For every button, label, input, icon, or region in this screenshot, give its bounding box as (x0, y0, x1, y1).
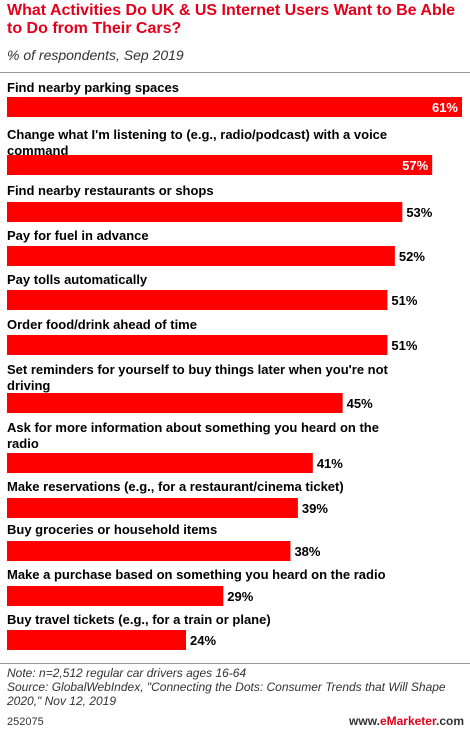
top-divider (0, 72, 470, 73)
category-label: Find nearby parking spaces (7, 80, 179, 95)
bar (7, 97, 462, 117)
value-label: 41% (317, 456, 343, 471)
value-label: 51% (391, 338, 417, 353)
value-label: 61% (432, 100, 458, 115)
category-label: Buy groceries or household items (7, 522, 217, 537)
category-label: Ask for more information about something… (7, 420, 379, 451)
chart-title: What Activities Do UK & US Internet User… (7, 2, 456, 37)
bar (7, 202, 403, 222)
footnote: Note: n=2,512 regular car drivers ages 1… (7, 666, 247, 680)
brand-logo[interactable]: www.eMarketer.com (349, 714, 464, 728)
chart-id: 252075 (7, 716, 44, 728)
bottom-divider (0, 663, 470, 664)
value-label: 45% (347, 396, 373, 411)
category-label: Pay for fuel in advance (7, 228, 149, 243)
value-label: 24% (190, 633, 216, 648)
bar (7, 498, 298, 518)
category-label: Find nearby restaurants or shops (7, 183, 214, 198)
category-label: Buy travel tickets (e.g., for a train or… (7, 612, 271, 627)
brand-prefix: www. (349, 714, 380, 728)
bar (7, 155, 433, 175)
bar (7, 393, 343, 413)
value-label: 57% (402, 158, 428, 173)
value-label: 51% (391, 293, 417, 308)
value-label: 52% (399, 249, 425, 264)
bar (7, 541, 291, 561)
category-label: Order food/drink ahead of time (7, 317, 197, 332)
brand-suffix: .com (435, 714, 464, 728)
category-label: Set reminders for yourself to buy things… (7, 362, 389, 393)
chart-subtitle: % of respondents, Sep 2019 (7, 47, 184, 63)
value-label: 53% (406, 205, 432, 220)
bar (7, 453, 313, 473)
category-label: Make a purchase based on something you h… (7, 567, 386, 582)
chart-footer: Note: n=2,512 regular car drivers ages 1… (7, 666, 467, 708)
category-label: Change what I'm listening to (e.g., radi… (7, 127, 387, 158)
bar (7, 335, 388, 355)
source-note: Source: GlobalWebIndex, "Connecting the … (7, 680, 446, 708)
bar (7, 630, 187, 650)
bar (7, 586, 224, 606)
bar (7, 246, 395, 266)
value-label: 39% (302, 501, 328, 516)
brand-accent: eMarketer (379, 714, 436, 728)
category-label: Make reservations (e.g., for a restauran… (7, 479, 344, 494)
value-label: 29% (227, 589, 253, 604)
value-label: 38% (294, 544, 320, 559)
bar (7, 290, 388, 310)
category-label: Pay tolls automatically (7, 272, 148, 287)
